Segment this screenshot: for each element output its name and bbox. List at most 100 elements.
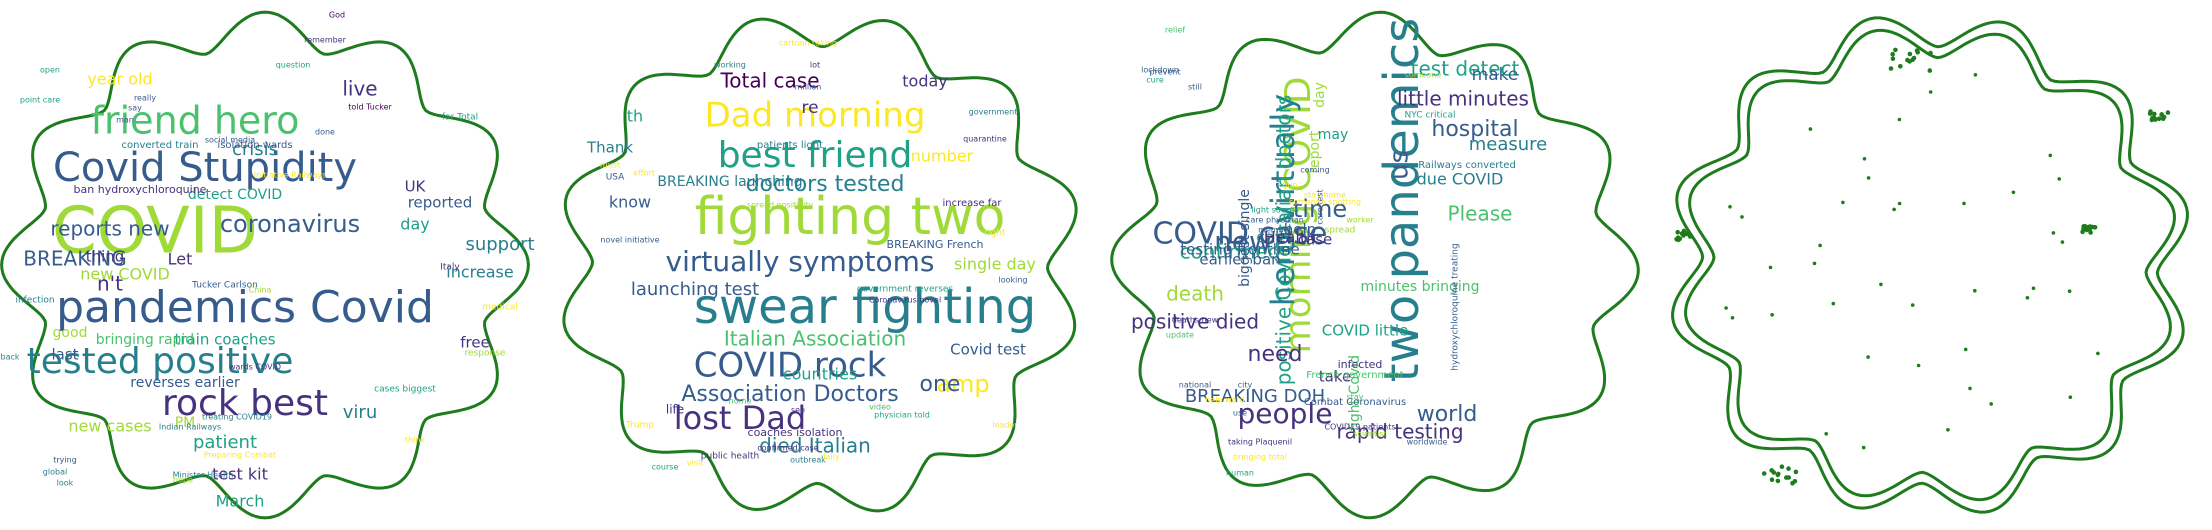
scatter-dot [1910,57,1915,62]
word-2-31: Coronavirus novel [869,296,941,305]
scatter-dot [1824,432,1828,436]
word-3-2: hero virtually [1264,94,1302,306]
word-1-10: crisis [232,139,278,160]
scatter-dot [1681,228,1687,234]
word-1-47: China [249,286,272,295]
scatter-dot [2160,116,2166,121]
word-2-44: cartoon taking [779,39,837,48]
word-3-32: biggest single [1237,189,1253,287]
word-2-18: countries [783,365,857,384]
scatter-dot [1770,313,1774,317]
word-3-22: due COVID [1417,170,1504,189]
word-3-57: help ward [1205,396,1245,405]
word-2-27: BREAKING French [887,238,984,251]
scatter-dot [1861,445,1866,450]
word-3-56: use [1233,409,1247,418]
scatter-dot [1890,56,1896,61]
word-2-45: effort [633,169,655,178]
scatter-dot [1910,303,1915,307]
word-1-63: remember [304,36,347,45]
wordcloud-panel-2: swear fighting fighting two best friendDad… [562,17,1078,513]
scatter-dot [2068,395,2073,400]
scatter-dot [1687,234,1693,239]
word-1-15: patient [193,432,257,453]
word-1-6: coronavirus [220,210,360,238]
scatter-dot [2060,240,2065,244]
scatter-dot [1684,231,1690,237]
word-3-44: deaths new [1172,316,1219,325]
word-1-53: look [57,479,74,488]
scatter-dot [1897,117,1902,122]
scatter-dots [1674,47,2171,486]
word-3-17: confirmed [1180,240,1281,264]
virus-mask-panel [1671,16,2189,514]
word-1-64: God [329,11,345,20]
word-3-71: someone spotting [1289,198,1361,207]
scatter-dot [1862,157,1867,161]
word-1-25: UK [405,178,427,196]
word-3-63: spread [1325,226,1356,236]
scatter-dot [2051,231,2056,235]
word-3-33: day [1312,82,1328,108]
scatter-dot [1776,471,1781,477]
word-2-14: launching test [631,279,759,300]
word-2-30: government reverses [857,285,954,295]
word-3-27: case [1298,231,1332,249]
word-2-4: COVID rock [694,346,887,386]
word-2-21: know [609,193,651,212]
word-2-28: increase far [942,198,1002,209]
word-3-37: hydroxychloroquine treating [1451,243,1461,370]
word-3-68: stay home [1304,191,1346,200]
virus-outline-3 [1110,10,1640,520]
word-1-43: response [465,349,506,359]
scatter-dot [2067,289,2072,294]
word-3-35: fight Covid [1347,355,1363,431]
scatter-dot [1675,229,1680,235]
scatter-dot [1779,464,1785,470]
word-2-29: patients light [757,140,823,151]
scatter-dot [2156,116,2162,121]
word-2-40: government [969,108,1018,117]
word-3-0: two pandemics [1374,18,1430,383]
word-3-50: lockdown [1141,66,1179,75]
scatter-dot [1989,402,1993,406]
word-2-11: amp [936,370,989,398]
word-3-49: still [1188,83,1202,92]
word-2-32: physician told [874,411,930,420]
word-2-3: Dad morning [705,96,926,136]
virus-outline-2 [562,17,1078,513]
word-3-69: gun [1282,181,1297,190]
word-1-46: infection [15,296,54,306]
word-1-9: live [342,77,377,101]
word-1-52: global [43,468,67,477]
word-1-54: Minister Health [173,471,234,480]
word-1-42: cases biggest [374,385,436,395]
word-3-31: minutes bringing [1360,279,1479,295]
word-2-7: doctors tested [746,172,905,197]
scatter-dot [1898,64,1903,69]
word-3-16: death [1166,282,1224,306]
word-2-26: coaches isolation [748,426,843,439]
scatter-dot [1907,51,1913,57]
scatter-dot [1888,66,1894,71]
scatter-dot [2165,110,2171,115]
word-2-42: lot [810,61,820,70]
scatter-dot [1890,51,1895,57]
word-1-67: Initiative Railways [254,171,327,180]
word-3-55: national [1179,381,1211,390]
word-1-59: open [40,66,60,75]
scatter-dot [1792,479,1798,484]
scatter-dot [1775,478,1781,484]
word-2-51: home [729,397,752,406]
word-3-25: Health [1264,228,1317,247]
virus-outline-4-outer [1671,16,2189,514]
word-3-13: need [1248,342,1303,367]
word-1-39: far Total [442,113,478,123]
scatter-dot [2011,190,2016,195]
word-3-1: morning COVID [1278,77,1319,354]
word-1-38: social media [205,136,255,145]
word-2-13: died Italian [759,434,871,458]
word-3-64: light succes [1251,206,1298,215]
scatter-dot [1866,176,1871,180]
virus-outline-4-inner [1684,28,2176,502]
